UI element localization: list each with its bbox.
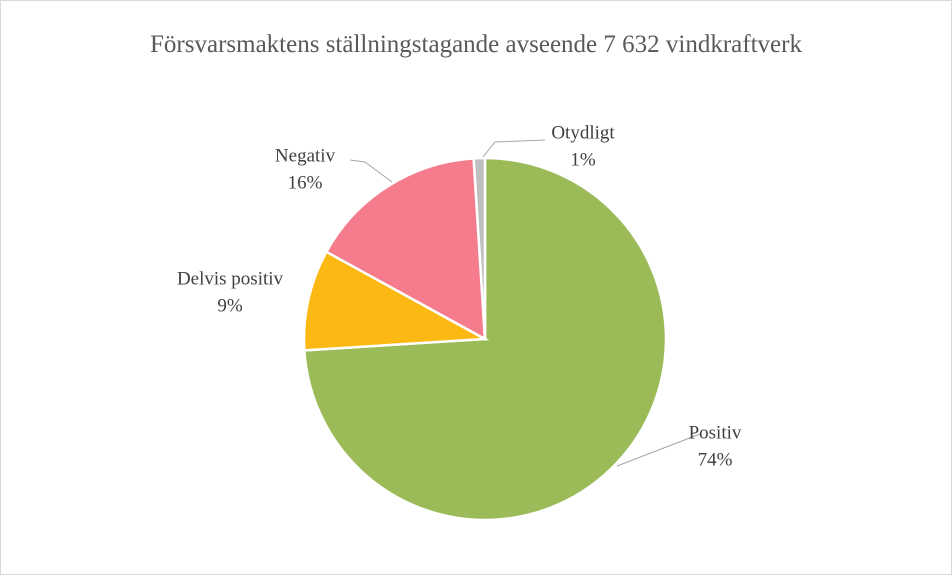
pie-slice	[324, 157, 487, 342]
category-label: Negativ	[275, 145, 336, 166]
value-label: 16%	[288, 172, 323, 193]
chart-title: Försvarsmaktens ställningstagande avseen…	[150, 31, 802, 58]
pie-slice	[302, 250, 490, 352]
value-label: 74%	[698, 449, 733, 470]
leader-line	[482, 139, 546, 158]
slices	[302, 156, 668, 522]
category-label: Delvis positiv	[177, 268, 284, 289]
leader-line	[616, 433, 701, 467]
value-label: 9%	[217, 295, 243, 316]
leader-line	[349, 159, 393, 183]
value-label: 1%	[570, 149, 596, 170]
pie-slice	[472, 156, 487, 340]
category-label: Positiv	[689, 422, 742, 443]
labels: Positiv 74% Delvis positiv 9% Negativ 16% Otyd…	[177, 122, 742, 470]
category-label: Otydligt	[551, 122, 615, 143]
